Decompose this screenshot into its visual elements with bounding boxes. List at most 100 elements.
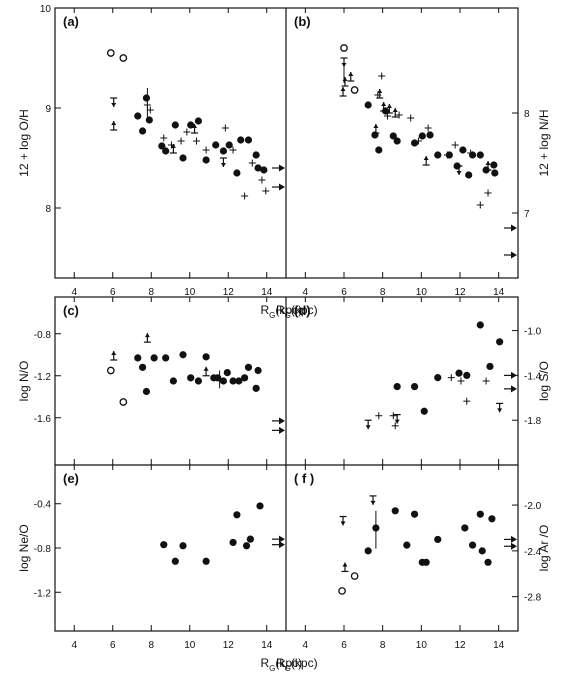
- solar-arrow-head: [511, 251, 517, 259]
- data-point-filled: [445, 151, 453, 159]
- data-point-cross: [221, 124, 229, 132]
- data-point-cross: [463, 397, 471, 405]
- data-point-cross: [229, 146, 237, 154]
- data-point-cross: [192, 137, 200, 145]
- x-tick-label: 4: [303, 640, 309, 651]
- data-point-filled: [426, 131, 434, 139]
- x-tick-label: 6: [110, 287, 116, 298]
- panel-3: (c) -0.8 -1.2 -1.6 log N/O: [17, 297, 285, 465]
- data-point-cross: [482, 377, 490, 385]
- data-point-cross: [424, 124, 432, 132]
- x-tick-label: 12: [223, 287, 235, 298]
- y-axis-label: log S/O: [537, 361, 551, 401]
- data-point-filled: [194, 117, 203, 125]
- data-point-filled: [160, 541, 168, 549]
- data-point-filled: [468, 541, 477, 549]
- data-point-cross: [447, 374, 455, 382]
- x-axis-label-main: R: [276, 303, 285, 317]
- solar-arrow-head: [279, 164, 285, 172]
- x-axis-label-sub: G: [269, 311, 275, 320]
- x-axis-label: RG(kpc): [276, 303, 318, 320]
- solar-reference-arrow: [272, 183, 285, 191]
- data-point-open: [338, 587, 346, 595]
- lower-limit-marker-head: [377, 89, 383, 93]
- lower-limit-marker: [110, 351, 118, 361]
- y-tick-label: -0.8: [34, 330, 52, 341]
- upper-limit-marker: [496, 402, 504, 413]
- data-point-cross: [183, 128, 191, 136]
- y-tick-label: -1.2: [34, 588, 52, 599]
- panel-label: (c): [63, 303, 79, 318]
- lower-limit-marker: [202, 366, 210, 377]
- upper-limit-marker-head: [365, 425, 371, 430]
- data-point-cross: [146, 106, 154, 114]
- solar-arrow-head: [279, 541, 285, 549]
- y-tick-label: -0.8: [34, 544, 52, 555]
- data-point-filled: [179, 542, 187, 550]
- x-tick-label: 10: [416, 640, 428, 651]
- data-point-filled: [242, 542, 251, 550]
- data-point-filled: [254, 164, 262, 172]
- data-point-filled: [420, 407, 428, 415]
- data-point-filled: [434, 535, 442, 544]
- y-tick-label: -2.4: [524, 547, 542, 558]
- x-axis-label-sub: G: [285, 311, 291, 320]
- data-point-open: [340, 44, 348, 52]
- data-point-filled: [491, 169, 499, 177]
- lower-limit-marker-head: [392, 108, 398, 112]
- x-tick-label: 12: [454, 640, 466, 651]
- data-point-filled: [393, 383, 401, 391]
- upper-limit-marker-head: [220, 163, 226, 167]
- y-axis-label: 12 + log N/H: [537, 109, 551, 176]
- data-point-open: [106, 366, 115, 375]
- data-point-filled: [187, 374, 195, 382]
- data-point-filled: [134, 354, 142, 362]
- x-tick-label: 10: [184, 287, 196, 298]
- y-axis-label: log N/O: [17, 361, 31, 402]
- lower-limit-marker: [341, 77, 349, 87]
- data-point-filled: [468, 151, 477, 159]
- data-point-filled: [496, 338, 504, 346]
- data-point-filled: [410, 510, 419, 518]
- data-point-filled: [150, 354, 158, 362]
- x-axis-label-main: R: [261, 656, 270, 670]
- solar-reference-arrow: [272, 535, 285, 543]
- y-tick-label: -1.0: [524, 327, 542, 338]
- data-point-cross: [457, 377, 465, 385]
- panel-6: ( f ) 4 6 8 10 12 14 RG(kpc) -2.0 -2.4 -2.8 log Ar …: [276, 465, 551, 673]
- x-tick-label: 8: [380, 640, 386, 651]
- y-tick-label: 10: [40, 4, 52, 15]
- lower-limit-marker: [372, 124, 380, 134]
- data-point-cross: [476, 201, 484, 209]
- upper-limit-marker-head: [340, 521, 346, 526]
- x-axis-label-sub: G: [285, 664, 291, 673]
- x-axis-label: RG(kpc): [261, 303, 303, 320]
- solar-reference-arrow: [272, 426, 285, 434]
- data-point-filled: [202, 557, 210, 565]
- lower-limit-marker: [339, 87, 347, 97]
- panel-label: (d): [294, 303, 311, 318]
- y-tick-label: 8: [45, 204, 51, 215]
- data-point-filled: [375, 146, 383, 154]
- x-tick-label: 10: [416, 287, 428, 298]
- y-tick-label: 9: [45, 104, 51, 115]
- lower-limit-marker-head: [144, 333, 150, 338]
- panel-4: (d) -1.0 -1.4 -1.8 log S/O: [294, 297, 551, 465]
- lower-limit-marker: [110, 121, 118, 131]
- panel-2: (b) 4 6 8 10 12 14 RG(kpc) 7 8 12 + log N/H: [276, 8, 551, 320]
- data-point-filled: [241, 374, 249, 382]
- data-point-filled: [254, 366, 262, 375]
- upper-limit-marker: [369, 495, 377, 505]
- solar-reference-arrow: [272, 541, 285, 549]
- data-point-cross: [202, 146, 210, 154]
- lower-limit-marker-head: [111, 121, 117, 125]
- y-tick-label: 8: [524, 109, 530, 120]
- x-tick-label: 4: [71, 287, 77, 298]
- lower-limit-marker-head: [342, 77, 348, 81]
- data-point-filled: [393, 137, 401, 145]
- data-point-filled: [252, 384, 260, 392]
- lower-limit-marker-head: [111, 351, 117, 355]
- data-point-filled: [389, 132, 397, 140]
- lower-limit-marker-head: [485, 161, 491, 165]
- data-point-cross: [484, 189, 492, 197]
